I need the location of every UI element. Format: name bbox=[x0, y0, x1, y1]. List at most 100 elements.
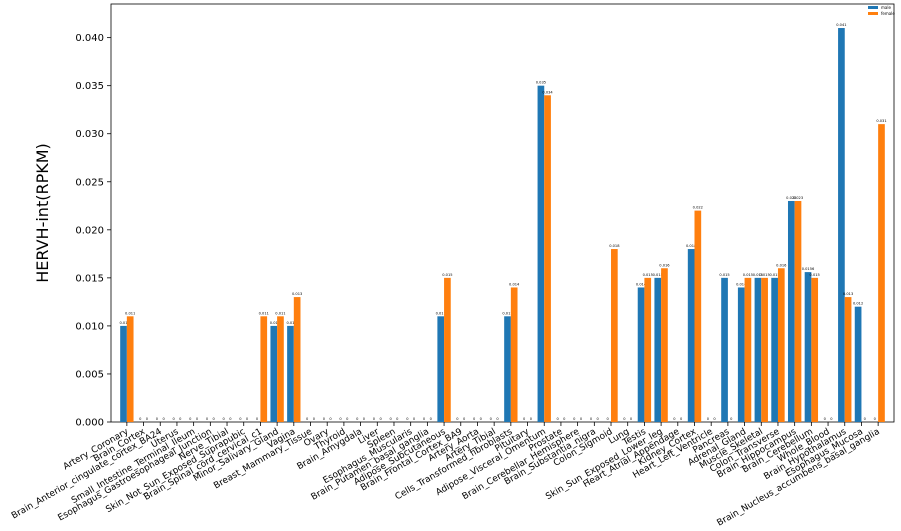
data-label-female: 0.022 bbox=[693, 206, 703, 210]
bar-male bbox=[654, 277, 662, 422]
y-tick-label: 0.015 bbox=[75, 273, 104, 284]
data-label-male: 0 bbox=[456, 417, 459, 421]
data-label-male: 0 bbox=[189, 417, 192, 421]
data-label-male: 0.015 bbox=[753, 273, 763, 277]
bar-female bbox=[844, 297, 852, 422]
legend-label-female: female bbox=[881, 11, 895, 16]
data-label-female: 0.015 bbox=[643, 273, 653, 277]
bar-female bbox=[644, 277, 652, 422]
data-label-female: 0 bbox=[229, 417, 232, 421]
data-label-male: 0.012 bbox=[853, 302, 863, 306]
data-label-female: 0.014 bbox=[509, 282, 520, 286]
data-label-male: 0.015 bbox=[719, 273, 729, 277]
bar-female bbox=[611, 249, 618, 422]
data-label-female: 0 bbox=[196, 417, 199, 421]
bar-male bbox=[771, 277, 778, 422]
data-label-female: 0 bbox=[379, 417, 382, 421]
bar-male bbox=[721, 277, 728, 422]
data-label-female: 0 bbox=[630, 417, 633, 421]
data-label-male: 0.0156 bbox=[802, 267, 815, 271]
data-label-male: 0.01 bbox=[120, 321, 128, 325]
data-label-female: 0.013 bbox=[292, 292, 302, 296]
bar-female bbox=[777, 268, 785, 422]
bar-female bbox=[794, 200, 802, 422]
data-label-male: 0 bbox=[239, 417, 242, 421]
data-label-female: 0.031 bbox=[876, 119, 886, 123]
data-label-male: 0 bbox=[356, 417, 359, 421]
data-label-male: 0.01 bbox=[270, 321, 278, 325]
bar-male bbox=[270, 325, 278, 422]
data-label-male: 0 bbox=[473, 417, 476, 421]
data-label-male: 0 bbox=[206, 417, 209, 421]
data-label-male: 0.015 bbox=[769, 273, 779, 277]
data-label-male: 0 bbox=[707, 417, 710, 421]
data-label-female: 0 bbox=[463, 417, 466, 421]
data-label-female: 0.016 bbox=[776, 263, 787, 267]
bar-male bbox=[754, 277, 762, 422]
data-label-female: 0 bbox=[597, 417, 600, 421]
data-label-female: 0 bbox=[396, 417, 399, 421]
bar-female bbox=[510, 287, 518, 422]
bar-female bbox=[277, 316, 284, 422]
bar-male bbox=[687, 249, 695, 422]
data-label-male: 0.041 bbox=[836, 23, 846, 27]
data-label-male: 0 bbox=[490, 417, 493, 421]
legend-label-male: male bbox=[881, 5, 891, 10]
data-label-male: 0.035 bbox=[536, 81, 546, 85]
bar-female bbox=[694, 210, 702, 422]
bar-female bbox=[661, 268, 668, 422]
data-label-male: 0 bbox=[256, 417, 259, 421]
bar-female bbox=[544, 95, 551, 422]
y-tick-label: 0.030 bbox=[75, 129, 104, 140]
data-label-male: 0 bbox=[673, 417, 676, 421]
data-label-male: 0 bbox=[223, 417, 226, 421]
bar-female bbox=[811, 277, 819, 422]
bar-male bbox=[854, 306, 862, 422]
data-label-female: 0 bbox=[580, 417, 583, 421]
legend-swatch-male bbox=[868, 6, 878, 9]
data-label-female: 0.018 bbox=[609, 244, 620, 248]
bar-female bbox=[744, 277, 752, 422]
data-label-male: 0 bbox=[523, 417, 526, 421]
data-label-female: 0 bbox=[146, 417, 149, 421]
data-label-male: 0.011 bbox=[502, 311, 512, 315]
data-label-male: 0 bbox=[556, 417, 559, 421]
y-tick-label: 0.010 bbox=[75, 321, 104, 332]
bar-male bbox=[737, 287, 745, 422]
y-tick-label: 0.020 bbox=[75, 225, 104, 236]
data-label-male: 0 bbox=[874, 417, 877, 421]
data-label-female: 0.016 bbox=[659, 263, 670, 267]
data-label-male: 0.01 bbox=[286, 321, 294, 325]
bar-female bbox=[293, 297, 301, 422]
bar-male bbox=[120, 325, 127, 422]
data-label-female: 0 bbox=[680, 417, 683, 421]
data-label-female: 0.015 bbox=[442, 273, 452, 277]
data-label-male: 0 bbox=[590, 417, 593, 421]
y-axis: 0.000 0.005 0.010 0.015 0.020 0.025 0.030 0.035… bbox=[75, 33, 111, 429]
data-label-male: 0 bbox=[339, 417, 342, 421]
data-label-female: 0 bbox=[563, 417, 566, 421]
data-label-female: 0 bbox=[313, 417, 316, 421]
bar-male bbox=[838, 28, 845, 423]
bar-male bbox=[504, 316, 511, 422]
bar-female bbox=[878, 124, 885, 423]
data-label-male: 0 bbox=[406, 417, 409, 421]
data-label-male: 0.015 bbox=[653, 273, 663, 277]
bar-female bbox=[126, 316, 134, 422]
data-label-female: 0 bbox=[179, 417, 182, 421]
bar-female bbox=[260, 316, 268, 422]
data-label-male: 0 bbox=[139, 417, 142, 421]
data-label-male: 0 bbox=[623, 417, 626, 421]
data-label-female: 0.015 bbox=[743, 273, 753, 277]
data-label-male: 0 bbox=[607, 417, 610, 421]
data-label-male: 0 bbox=[824, 417, 827, 421]
data-label-female: 0 bbox=[864, 417, 867, 421]
x-axis: Artery_CoronaryBrain_CortexBrain_Anterio… bbox=[10, 422, 882, 529]
data-label-female: 0.023 bbox=[793, 196, 803, 200]
data-label-male: 0 bbox=[423, 417, 426, 421]
data-label-male: 0 bbox=[573, 417, 576, 421]
data-label-male: 0 bbox=[172, 417, 175, 421]
data-label-male: 0 bbox=[306, 417, 309, 421]
data-label-female: 0.011 bbox=[275, 311, 285, 315]
